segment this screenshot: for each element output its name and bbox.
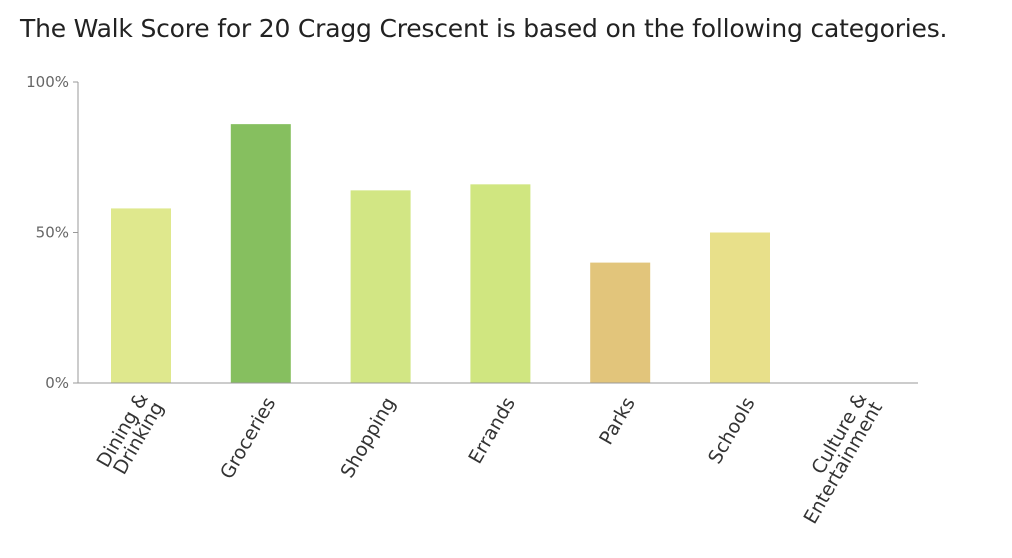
x-tick-label-line: Shopping xyxy=(336,394,400,482)
bar-dining-drinking xyxy=(111,208,171,383)
bar-shopping xyxy=(350,190,411,383)
bar-parks xyxy=(590,262,651,383)
x-tick-label: Schools xyxy=(704,394,760,468)
x-tick-label-line: Schools xyxy=(704,394,760,468)
x-tick-label: Groceries xyxy=(216,394,280,483)
x-tick-label: Dining &Drinking xyxy=(93,389,169,480)
y-tick-label: 100% xyxy=(26,73,69,91)
x-tick-label-line: Errands xyxy=(464,394,520,468)
y-tick-label: 0% xyxy=(45,374,69,392)
bar-groceries xyxy=(230,124,291,383)
x-tick-label-line: Parks xyxy=(595,394,640,449)
chart-title: The Walk Score for 20 Cragg Crescent is … xyxy=(20,14,948,43)
x-tick-label: Culture &Entertainment xyxy=(784,389,887,528)
bar-errands xyxy=(470,184,531,383)
x-tick-label-line: Groceries xyxy=(216,394,280,483)
x-tick-label: Parks xyxy=(595,394,640,449)
x-tick-label: Shopping xyxy=(336,394,400,482)
x-tick-label: Errands xyxy=(464,394,520,468)
y-tick-label: 50% xyxy=(36,224,69,242)
bar-schools xyxy=(710,232,770,383)
